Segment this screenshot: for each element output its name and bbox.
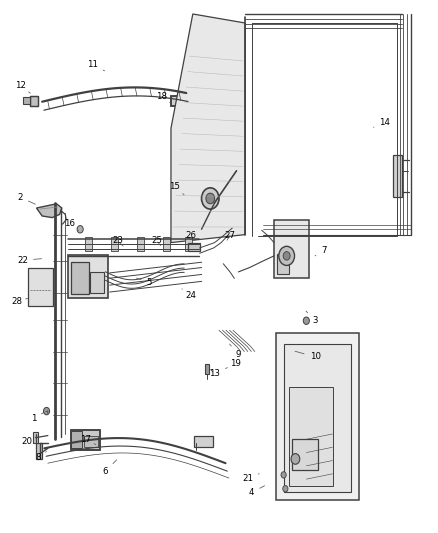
Text: 20: 20 xyxy=(21,437,36,447)
Bar xyxy=(36,443,42,459)
Bar xyxy=(85,237,92,251)
Circle shape xyxy=(291,454,300,464)
Bar xyxy=(187,243,200,251)
Circle shape xyxy=(279,246,294,265)
Bar xyxy=(289,387,332,486)
Bar xyxy=(205,365,209,374)
Text: 25: 25 xyxy=(152,237,162,246)
Bar xyxy=(71,430,100,450)
Text: 19: 19 xyxy=(226,359,241,368)
Bar xyxy=(30,96,38,106)
Polygon shape xyxy=(36,204,62,217)
Bar xyxy=(71,431,82,448)
Circle shape xyxy=(283,252,290,260)
Bar xyxy=(171,96,187,107)
Bar xyxy=(33,432,38,443)
Circle shape xyxy=(303,317,309,325)
Bar xyxy=(84,435,98,447)
Bar xyxy=(71,430,100,450)
Text: 21: 21 xyxy=(242,474,259,482)
Bar xyxy=(28,268,53,306)
Text: 11: 11 xyxy=(87,60,105,71)
Text: 8: 8 xyxy=(35,451,46,463)
Circle shape xyxy=(182,99,186,104)
Text: 22: 22 xyxy=(17,256,42,264)
Text: 2: 2 xyxy=(18,193,35,204)
Bar xyxy=(171,96,187,107)
Text: 26: 26 xyxy=(185,231,196,240)
Bar xyxy=(194,435,213,447)
Text: 28: 28 xyxy=(12,296,28,305)
Bar xyxy=(23,98,30,104)
Text: 18: 18 xyxy=(156,92,170,103)
Bar xyxy=(274,220,308,278)
Circle shape xyxy=(201,188,219,209)
Text: 14: 14 xyxy=(374,118,390,127)
Text: 24: 24 xyxy=(182,289,196,300)
Bar xyxy=(111,237,118,251)
Bar xyxy=(137,237,144,251)
Text: 9: 9 xyxy=(230,344,241,359)
Text: 16: 16 xyxy=(64,220,78,230)
Bar xyxy=(68,255,108,298)
Text: 13: 13 xyxy=(209,369,220,378)
Circle shape xyxy=(281,472,286,478)
Text: 6: 6 xyxy=(103,460,117,475)
Circle shape xyxy=(278,349,283,355)
Bar xyxy=(393,155,403,197)
Bar xyxy=(185,237,192,251)
Bar xyxy=(276,333,359,500)
Bar xyxy=(292,439,318,470)
Text: 4: 4 xyxy=(249,486,265,497)
Bar xyxy=(277,254,289,274)
Bar xyxy=(90,272,104,293)
Circle shape xyxy=(43,407,49,415)
Circle shape xyxy=(283,486,288,492)
Polygon shape xyxy=(171,14,245,243)
Circle shape xyxy=(77,225,83,233)
Text: 23: 23 xyxy=(112,237,123,246)
Bar xyxy=(284,344,351,492)
Text: 12: 12 xyxy=(15,81,30,93)
Circle shape xyxy=(206,193,215,204)
Text: 15: 15 xyxy=(169,182,184,195)
Bar xyxy=(30,96,38,106)
Bar xyxy=(71,262,89,294)
Text: 10: 10 xyxy=(295,351,321,361)
Text: 5: 5 xyxy=(137,278,152,287)
Text: 3: 3 xyxy=(306,311,318,325)
Text: 1: 1 xyxy=(31,413,44,423)
Bar xyxy=(163,237,170,251)
Text: 17: 17 xyxy=(80,435,96,445)
Text: 7: 7 xyxy=(315,246,327,256)
Text: 27: 27 xyxy=(224,231,235,240)
